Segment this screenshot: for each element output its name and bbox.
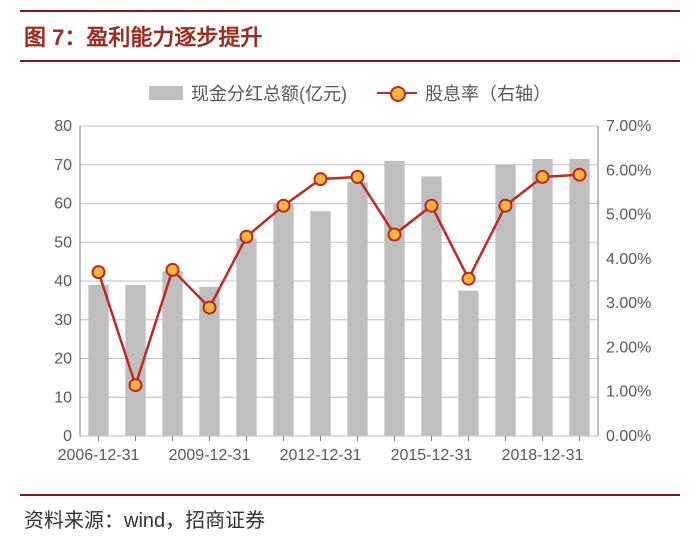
bar [421,176,441,436]
y-left-tick: 80 [54,118,72,135]
line-marker [463,273,475,285]
bar [458,291,478,436]
y-right-tick: 1.00% [606,384,651,401]
bar [236,238,256,436]
y-right-tick: 7.00% [606,118,651,135]
chart-title-bar: 图 7：盈利能力逐步提升 [20,10,680,62]
y-right-tick: 6.00% [606,162,651,179]
bar [347,182,367,436]
y-right-tick: 0.00% [606,428,651,445]
bar [384,161,404,436]
y-right-tick: 5.00% [606,207,651,224]
line-marker [93,266,105,278]
legend-line-item: 股息率（右轴） [377,80,551,106]
y-left-tick: 30 [54,312,72,329]
legend-bar-swatch [149,86,183,100]
line-marker [241,231,253,243]
line-marker [130,379,142,391]
line-marker [167,264,179,276]
line-marker [278,200,290,212]
y-right-tick: 2.00% [606,339,651,356]
line-marker [574,169,586,181]
x-tick: 2006-12-31 [58,447,140,464]
x-tick: 2012-12-31 [280,447,362,464]
y-left-tick: 50 [54,234,72,251]
legend-bar-label: 现金分红总额(亿元) [191,80,347,106]
legend: 现金分红总额(亿元) 股息率（右轴） [20,80,680,106]
bar [273,204,293,437]
source-text: wind，招商证券 [124,510,265,532]
y-left-tick: 40 [54,273,72,290]
chart-title: 图 7：盈利能力逐步提升 [24,25,262,50]
x-tick: 2009-12-31 [169,447,251,464]
y-left-tick: 70 [54,157,72,174]
y-left-tick: 10 [54,389,72,406]
bar [310,211,330,436]
x-tick: 2018-12-31 [502,447,584,464]
line-marker [537,171,549,183]
y-right-tick: 3.00% [606,295,651,312]
line-marker [204,302,216,314]
line-marker [352,171,364,183]
line-marker [389,229,401,241]
legend-line-swatch [377,92,417,94]
bar [569,159,589,436]
legend-line-label: 股息率（右轴） [425,80,551,106]
legend-bar-item: 现金分红总额(亿元) [149,80,347,106]
y-left-tick: 20 [54,351,72,368]
source-label: 资料来源： [24,510,124,532]
title-prefix: 图 7： [24,25,86,50]
chart-svg: 0 10 20 30 40 50 60 70 80 0.00% 1.00% 2.00% 3.00% 4.0… [30,116,670,476]
chart-plot: 0 10 20 30 40 50 60 70 80 0.00% 1.00% 2.00% 3.00% 4.0… [30,116,670,476]
y-left-tick: 60 [54,196,72,213]
line-marker [500,200,512,212]
title-text: 盈利能力逐步提升 [86,25,262,50]
bar [532,159,552,436]
x-tick: 2015-12-31 [391,447,473,464]
source-line: 资料来源：wind，招商证券 [20,496,680,533]
bar [88,285,108,436]
y-right-tick: 4.00% [606,251,651,268]
line-marker [315,173,327,185]
y-left-tick: 0 [63,428,72,445]
line-marker [426,200,438,212]
